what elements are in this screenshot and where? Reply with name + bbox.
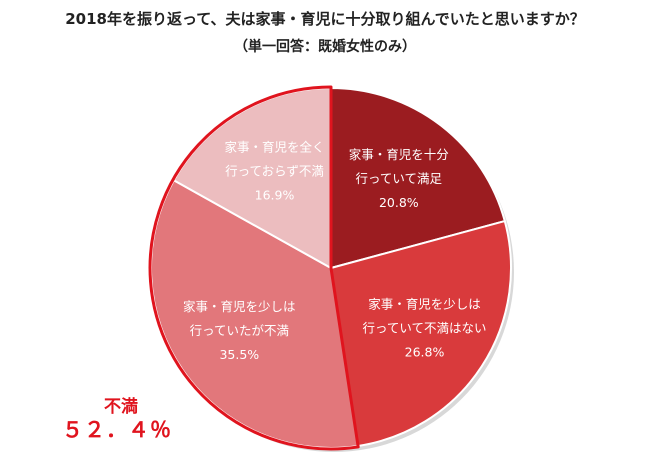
dissatisfied-group-outline [148, 85, 360, 451]
slice-1-category-label: 行っていて満足 [356, 171, 443, 186]
chart-subtitle: （単一回答：既婚女性のみ） [234, 39, 416, 55]
slice-1-value-label: 20.8% [379, 195, 419, 210]
slice-4-category-label: 家事・育児を全く [224, 139, 324, 154]
slice-3-value-label: 35.5% [219, 347, 259, 362]
dissatisfied-group-label: 不満 [104, 397, 138, 417]
dissatisfied-group-value: ５２．４％ [62, 418, 172, 442]
slice-3-category-label: 行っていたが不満 [190, 323, 289, 338]
slice-2-value-label: 26.8% [405, 345, 445, 360]
slice-4-category-label: 行っておらず不満 [225, 163, 324, 178]
slice-4-value-label: 16.9% [255, 187, 295, 202]
slice-1-category-label: 家事・育児を十分 [349, 147, 449, 162]
chart-title: 2018年を振り返って、夫は家事・育児に十分取り組んでいたと思いますか？ [65, 10, 585, 28]
slice-3-category-label: 家事・育児を少しは [183, 299, 296, 314]
slice-2-category-label: 家事・育児を少しは [368, 297, 481, 312]
pie-slice-1 [330, 86, 506, 270]
pie-slice-2 [329, 219, 512, 448]
slice-2-category-label: 行っていて不満はない [362, 321, 486, 336]
